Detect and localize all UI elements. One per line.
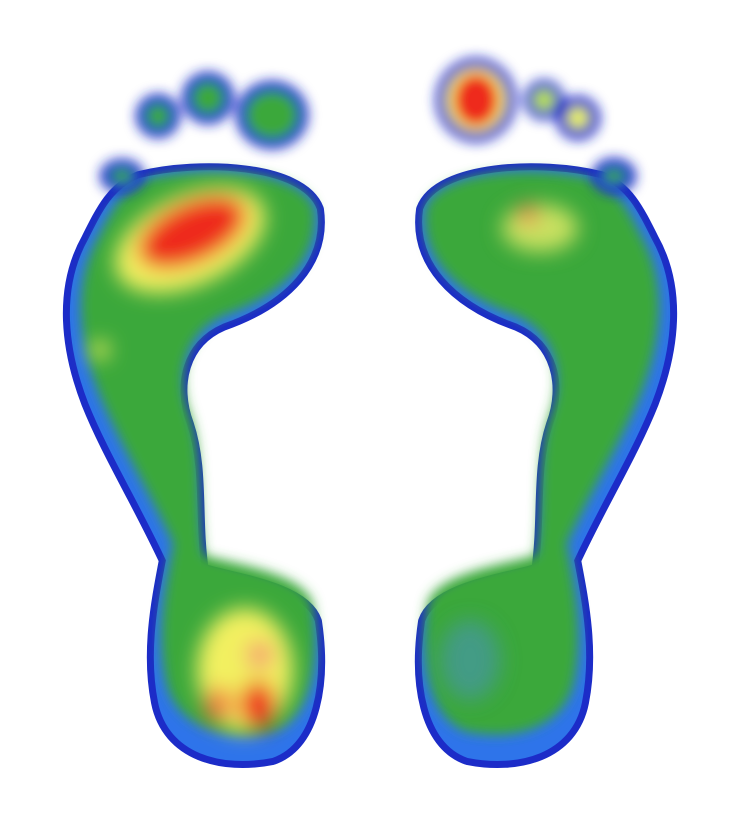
hot-spots — [440, 204, 578, 700]
right-foot — [424, 58, 668, 759]
left-foot — [72, 72, 316, 759]
toes — [100, 72, 308, 193]
hot-spots — [91, 187, 293, 732]
toes — [436, 58, 636, 194]
